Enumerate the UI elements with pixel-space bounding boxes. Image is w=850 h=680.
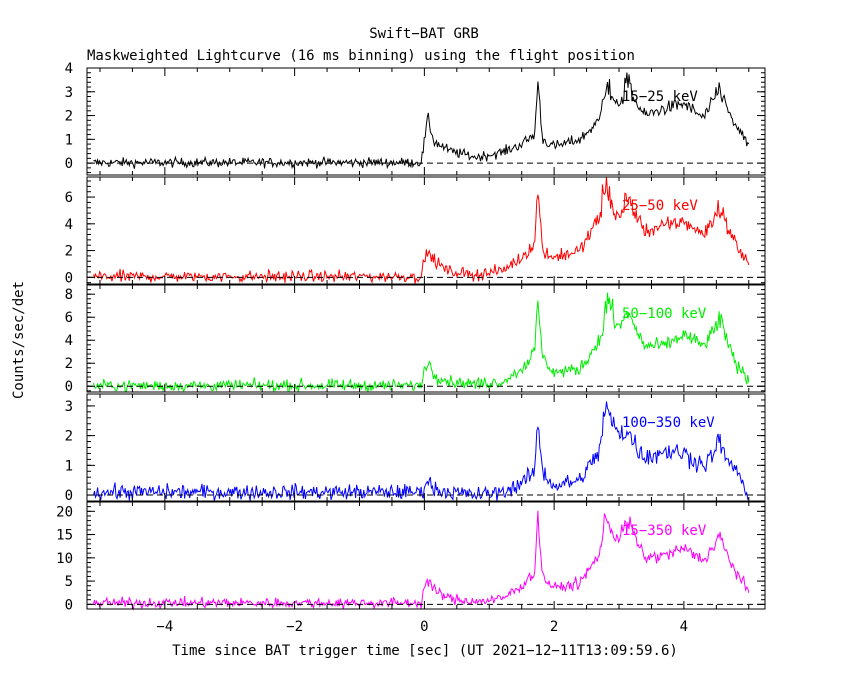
lightcurve-series-0	[93, 72, 750, 170]
y-tick-label: 5	[65, 574, 73, 590]
y-tick-label: 20	[56, 504, 73, 520]
y-tick-label: 8	[65, 287, 73, 303]
y-tick-label: 15	[56, 528, 73, 544]
panels: 15−25 keV 0 1 2 3 4 25−50 keV 0 2 4 6 50−100 keV 0 2 4…	[56, 61, 766, 635]
lightcurve-series-3	[93, 401, 750, 502]
y-tick-label: 6	[65, 310, 73, 326]
y-tick-label: 0	[65, 597, 73, 613]
y-axis-label: Counts/sec/det	[11, 281, 27, 399]
y-tick-label: 0	[65, 488, 73, 504]
chart-subtitle: Maskweighted Lightcurve (16 ms binning) …	[87, 48, 635, 64]
y-tick-label: 3	[65, 85, 73, 101]
panel-frame-2	[86, 284, 766, 393]
panel-frame-4	[86, 501, 766, 610]
y-tick-label: 2	[65, 429, 73, 445]
y-tick-label: 3	[65, 399, 73, 415]
y-tick-label: 0	[65, 379, 73, 395]
y-tick-label: 0	[65, 270, 73, 286]
x-tick-label: −2	[286, 619, 303, 635]
y-tick-label: 10	[56, 551, 73, 567]
band-label-1: 25−50 keV	[622, 198, 698, 214]
x-tick-label: 0	[420, 619, 428, 635]
y-tick-label: 4	[65, 333, 73, 349]
y-tick-label: 1	[65, 132, 73, 148]
band-label-3: 100−350 keV	[622, 415, 715, 431]
y-tick-label: 2	[65, 356, 73, 372]
panel-frame-1	[86, 176, 766, 285]
x-tick-label: 2	[550, 619, 558, 635]
band-label-2: 50−100 keV	[622, 306, 707, 322]
panel-frame-3	[86, 393, 766, 502]
y-tick-label: 2	[65, 109, 73, 125]
y-tick-label: 2	[65, 244, 73, 260]
y-tick-label: 4	[65, 61, 73, 77]
y-tick-label: 0	[65, 156, 73, 172]
band-label-4: 15−350 keV	[622, 523, 707, 539]
chart-title: Swift−BAT GRB	[369, 26, 479, 42]
x-tick-label: 4	[680, 619, 688, 635]
band-label-0: 15−25 keV	[622, 89, 698, 105]
y-tick-label: 6	[65, 190, 73, 206]
x-tick-label: −4	[156, 619, 173, 635]
lightcurve-series-1	[93, 176, 750, 284]
panel-frame-0	[86, 67, 766, 176]
y-tick-label: 1	[65, 458, 73, 474]
x-axis-label: Time since BAT trigger time [sec] (UT 20…	[172, 643, 678, 659]
y-tick-label: 4	[65, 217, 73, 233]
